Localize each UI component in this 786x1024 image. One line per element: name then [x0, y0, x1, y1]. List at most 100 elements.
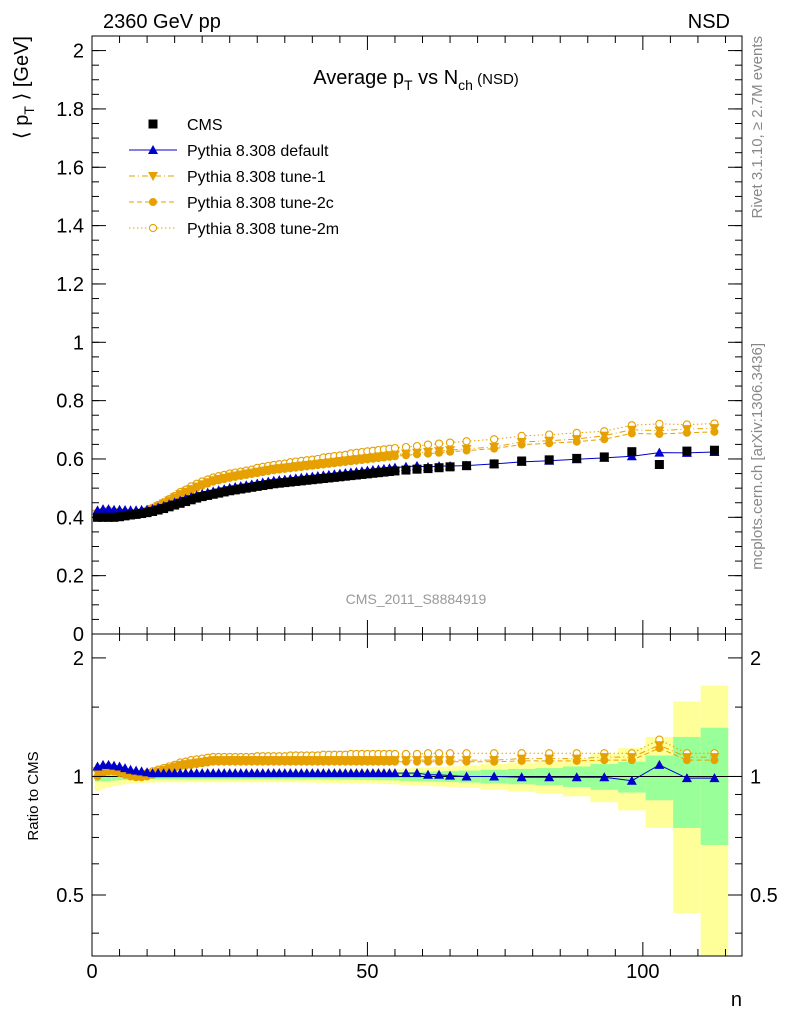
main-point-2 [571, 435, 582, 445]
cms-data-point [219, 487, 229, 497]
ratio-plot-frame [91, 633, 743, 957]
cms-data-point [412, 464, 422, 474]
title-sub-t: T [404, 77, 413, 93]
ratio-point-1 [654, 759, 665, 769]
main-point-4 [412, 441, 422, 451]
cms-data-point [159, 504, 169, 514]
cms-data-point [390, 466, 400, 476]
cms-data-point [368, 468, 378, 478]
x-tick-label: 100 [626, 961, 659, 983]
y-tick-label: 0 [73, 624, 84, 646]
cms-data-point [148, 506, 158, 516]
main-point-2 [175, 490, 186, 500]
ylabel-suffix: ⟩ [GeV] [11, 36, 33, 106]
y-tick-label: 0.4 [56, 507, 84, 529]
cms-data-point [351, 470, 361, 480]
main-point-2 [186, 485, 197, 495]
y-tick-label: 0.6 [56, 449, 84, 471]
ratio-point-2 [544, 754, 555, 764]
cms-data-point [489, 459, 499, 469]
ratio-point-1 [461, 771, 472, 781]
y-tick-label: 1.8 [56, 99, 84, 121]
title-mid: vs N [413, 67, 459, 89]
main-point-2 [191, 482, 202, 492]
main-point-2 [626, 425, 637, 435]
cms-data-point [236, 484, 246, 494]
ratio-point-1 [389, 768, 400, 778]
main-point-2 [654, 426, 665, 436]
ratio-point-2 [599, 753, 610, 763]
ratio-point-2 [400, 756, 411, 766]
cms-data-point [462, 461, 472, 471]
legend-label: Pythia 8.308 default [187, 143, 329, 160]
main-point-1 [654, 447, 665, 457]
cms-data-point [120, 511, 130, 521]
cms-data-point [142, 508, 152, 518]
ratio-point-2 [423, 756, 434, 766]
ratio-point-1 [445, 770, 456, 780]
cms-data-point [627, 447, 637, 457]
main-point-4 [489, 435, 499, 444]
legend-marker [148, 172, 158, 181]
cms-data-point [170, 500, 180, 510]
cms-data-point [709, 445, 719, 455]
cms-data-point [192, 493, 202, 503]
ratio-point-2 [489, 756, 500, 766]
legend-label: Pythia 8.308 tune-2m [187, 221, 339, 238]
ratio-band-inner [700, 727, 729, 845]
main-series-layer [92, 419, 720, 522]
cms-data-point [252, 481, 262, 491]
main-point-2 [434, 447, 445, 457]
cms-data-point [164, 502, 174, 512]
y-axis-label: ⟨ pT ⟩ [GeV] [11, 36, 37, 139]
ratio-point-1 [626, 775, 637, 785]
ratio-point-4 [489, 749, 499, 758]
cms-data-point [324, 473, 334, 483]
ratio-point-1 [544, 772, 555, 782]
main-point-4 [655, 419, 664, 428]
ratio-point-1 [423, 769, 434, 779]
main-point-4 [462, 437, 471, 446]
cms-data-point [572, 453, 582, 463]
cms-data-point [329, 472, 339, 482]
main-point-2 [202, 478, 213, 488]
cms-data-point [241, 483, 251, 493]
cms-data-point [296, 476, 306, 486]
main-point-4 [423, 440, 433, 449]
cms-data-point [137, 509, 147, 519]
ratio-point-2 [434, 756, 445, 766]
y-tick-label: 1.4 [56, 216, 84, 238]
cms-data-point [318, 474, 328, 484]
legend-label: Pythia 8.308 tune-1 [187, 169, 326, 186]
legend-marker [148, 145, 158, 154]
ratio-point-2 [709, 753, 720, 763]
cms-data-point [109, 512, 119, 522]
ratio-series-layer [92, 735, 720, 785]
title-suffix: (NSD) [473, 71, 519, 88]
main-point-4 [445, 438, 455, 447]
cms-data-point [225, 486, 235, 496]
cms-data-point [307, 475, 317, 485]
ratio-point-1 [489, 771, 500, 781]
main-point-2 [389, 450, 400, 460]
cms-data-point [384, 467, 394, 477]
process-label: NSD [688, 11, 730, 33]
cms-data-point [517, 456, 527, 466]
cms-data-point [434, 463, 444, 473]
ratio-point-1 [571, 772, 582, 782]
ylabel-main: ⟨ p [11, 115, 33, 139]
cms-data-point [599, 452, 609, 462]
main-point-2 [423, 448, 434, 458]
cms-data-point [269, 479, 279, 489]
cms-data-point [214, 488, 224, 498]
ratio-tick-label-right: 0.5 [750, 885, 778, 907]
cms-data-point [373, 468, 383, 478]
main-point-2 [681, 425, 692, 435]
cms-data-point [654, 460, 664, 470]
cms-data-point [302, 475, 312, 485]
cms-data-point [263, 480, 273, 490]
legend-marker [148, 119, 158, 129]
energy-label: 2360 GeV pp [103, 11, 221, 33]
ratio-point-1 [709, 773, 720, 783]
